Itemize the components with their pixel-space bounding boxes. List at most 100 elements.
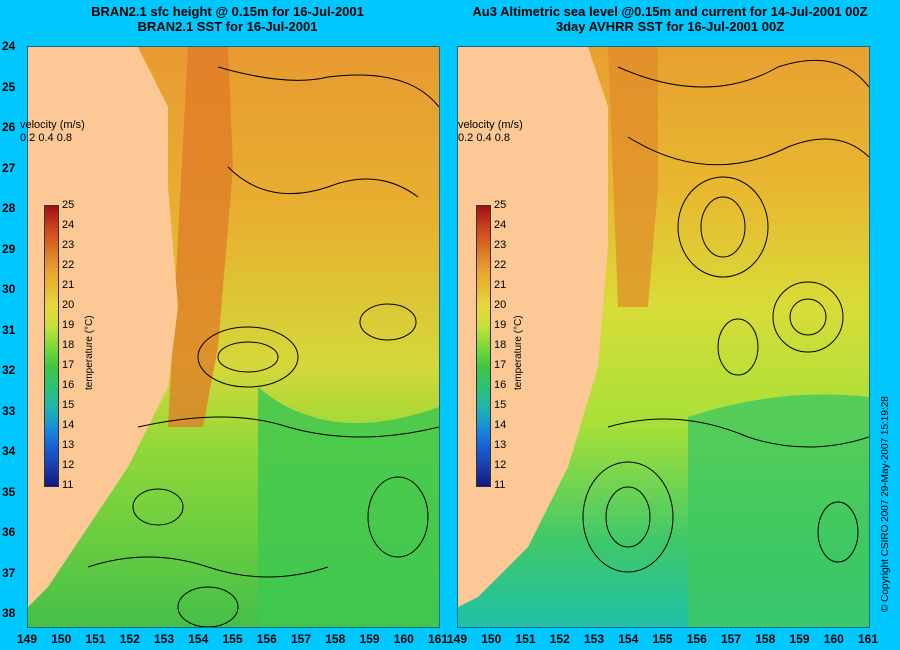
longitude-tick-label: 150 — [481, 632, 502, 646]
right-title-line1: Au3 Altimetric sea level @0.15m and curr… — [472, 4, 868, 19]
latitude-tick-label: 29 — [2, 241, 16, 256]
velocity-legend-scale: 0.2 0.4 0.8 — [458, 132, 510, 144]
latitude-tick-label: 26 — [2, 120, 16, 134]
left-map-panel — [27, 46, 440, 628]
longitude-tick-label: 152 — [119, 632, 140, 646]
colorbar-tick-label: 23 — [62, 239, 75, 251]
colorbar-tick-label: 21 — [62, 279, 75, 291]
right-map-panel — [457, 46, 870, 628]
longitude-tick-label: 153 — [153, 632, 175, 646]
colorbar-tick-label: 18 — [494, 339, 507, 351]
longitude-tick-label: 151 — [515, 632, 536, 646]
longitude-tick-label: 157 — [290, 632, 312, 646]
colorbar-tick-label: 14 — [62, 419, 75, 431]
latitude-tick-label: 36 — [2, 525, 16, 539]
latitude-tick-label: 25 — [2, 79, 16, 94]
longitude-tick-label: 156 — [686, 632, 707, 646]
colorbar-tick-label: 22 — [494, 259, 507, 271]
colorbar-tick-label: 19 — [494, 319, 507, 331]
temperature-colorbar-right — [476, 205, 491, 487]
velocity-legend-scale: 0.2 0.4 0.8 — [20, 132, 72, 144]
longitude-tick-label: 161 — [427, 632, 449, 646]
colorbar-tick-label: 17 — [62, 359, 75, 371]
velocity-legend-title: velocity (m/s) — [458, 119, 523, 131]
longitude-tick-label: 154 — [618, 632, 639, 646]
temperature-colorbar-left — [44, 205, 59, 487]
colorbar-tick-label: 24 — [494, 219, 507, 231]
latitude-tick-label: 24 — [2, 39, 16, 53]
colorbar-tick-label: 24 — [62, 219, 75, 231]
latitude-tick-label: 34 — [2, 444, 16, 458]
colorbar-tick-label: 16 — [494, 379, 507, 391]
longitude-tick-label: 157 — [720, 632, 742, 646]
left-title-line1: BRAN2.1 sfc height @ 0.15m for 16-Jul-20… — [91, 4, 364, 19]
longitude-tick-label: 149 — [16, 632, 38, 646]
longitude-tick-label: 150 — [51, 632, 72, 646]
colorbar-tick-label: 18 — [62, 339, 75, 351]
latitude-tick-label: 38 — [2, 606, 16, 620]
colorbar-tick-label: 25 — [494, 199, 507, 211]
latitude-tick-label: 31 — [2, 322, 16, 337]
longitude-tick-label: 161 — [857, 632, 879, 646]
right-title-line2: 3day AVHRR SST for 16-Jul-2001 00Z — [555, 19, 785, 34]
colorbar-tick-label: 13 — [62, 439, 75, 451]
velocity-legend-right: velocity (m/s) 0.2 0.4 0.8 — [458, 119, 523, 145]
longitude-tick-label: 160 — [823, 632, 844, 646]
right-panel-title: Au3 Altimetric sea level @0.15m and curr… — [440, 4, 900, 34]
longitude-tick-label: 149 — [446, 632, 468, 646]
colorbar-title-left: temperature (°C) — [84, 315, 95, 390]
right-sst-map — [458, 47, 869, 627]
copyright-text: © Copyright CSIRO 2007 29-May-2007 15:19… — [880, 396, 891, 612]
colorbar-tick-label: 15 — [494, 399, 507, 411]
longitude-tick-label: 159 — [359, 632, 380, 646]
left-sst-map — [28, 47, 439, 627]
colorbar-tick-label: 13 — [494, 439, 507, 451]
colorbar-tick-label: 16 — [62, 379, 75, 391]
warm-current-core — [168, 47, 233, 427]
longitude-tick-label: 159 — [789, 632, 810, 646]
longitude-tick-label: 154 — [188, 632, 209, 646]
land-australia — [28, 47, 178, 607]
latitude-tick-label: 37 — [2, 565, 16, 580]
colorbar-tick-label: 15 — [62, 399, 75, 411]
colorbar-tick-label: 17 — [494, 359, 507, 371]
cool-water-region — [688, 394, 869, 627]
longitude-tick-label: 158 — [755, 632, 776, 646]
colorbar-tick-label: 21 — [494, 279, 507, 291]
colorbar-tick-label: 20 — [62, 299, 75, 311]
colorbar-tick-label: 11 — [494, 479, 506, 491]
longitude-tick-label: 155 — [222, 632, 243, 646]
longitude-tick-label: 155 — [652, 632, 673, 646]
colorbar-tick-label: 20 — [494, 299, 507, 311]
velocity-legend-title: velocity (m/s) — [20, 119, 85, 131]
colorbar-tick-label: 14 — [494, 419, 507, 431]
colorbar-tick-label: 12 — [494, 459, 507, 471]
longitude-tick-label: 151 — [85, 632, 106, 646]
colorbar-tick-label: 11 — [62, 479, 74, 491]
longitude-tick-label: 160 — [393, 632, 414, 646]
velocity-legend-left: velocity (m/s) 0.2 0.4 0.8 — [20, 119, 85, 145]
longitude-tick-label: 153 — [583, 632, 605, 646]
colorbar-tick-label: 22 — [62, 259, 75, 271]
left-panel-title: BRAN2.1 sfc height @ 0.15m for 16-Jul-20… — [0, 4, 455, 34]
colorbar-title-right: temperature (°C) — [513, 315, 524, 390]
latitude-tick-label: 35 — [2, 484, 16, 499]
latitude-tick-label: 27 — [2, 160, 16, 175]
sea-level-contours — [582, 59, 869, 573]
land-australia — [458, 47, 608, 607]
colorbar-tick-label: 23 — [494, 239, 507, 251]
colorbar-tick-label: 19 — [62, 319, 75, 331]
longitude-tick-label: 156 — [256, 632, 277, 646]
warm-current-core — [608, 47, 658, 307]
colorbar-tick-label: 25 — [62, 199, 75, 211]
left-title-line2: BRAN2.1 SST for 16-Jul-2001 — [137, 19, 318, 34]
colorbar-tick-label: 12 — [62, 459, 75, 471]
cool-water-region — [258, 387, 439, 627]
latitude-tick-label: 32 — [2, 363, 16, 377]
longitude-tick-label: 158 — [325, 632, 346, 646]
latitude-tick-label: 28 — [2, 201, 16, 215]
latitude-tick-label: 33 — [2, 403, 16, 418]
sea-level-contours — [87, 66, 439, 627]
latitude-tick-label: 30 — [2, 282, 16, 296]
longitude-tick-label: 152 — [549, 632, 570, 646]
